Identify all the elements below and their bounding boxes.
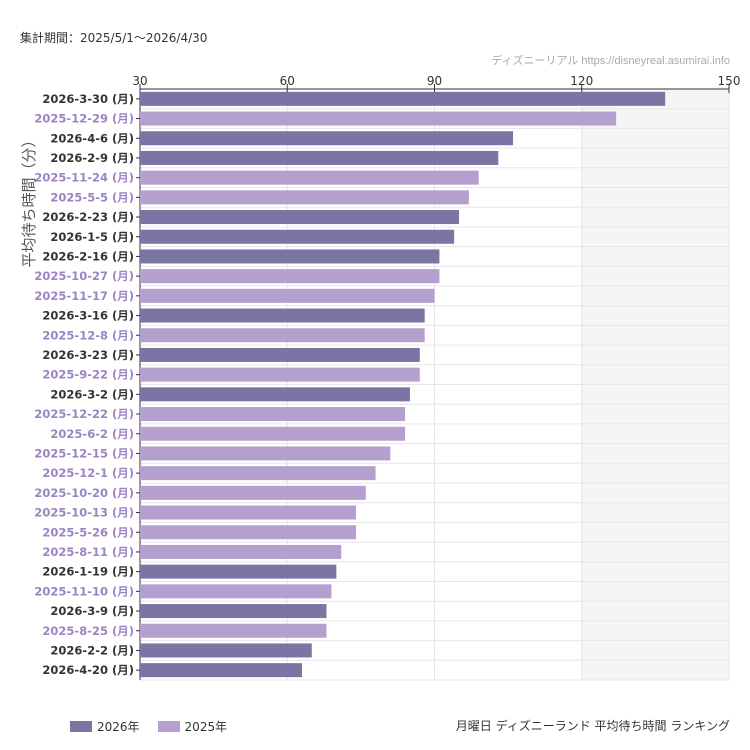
bar xyxy=(140,150,499,165)
bar xyxy=(140,269,440,284)
bar xyxy=(140,564,337,579)
y-tick-label: 2025-9-22 (月) xyxy=(42,368,134,382)
y-tick-label: 2026-2-16 (月) xyxy=(42,249,134,263)
bar xyxy=(140,623,327,638)
bar xyxy=(140,584,332,599)
bar xyxy=(140,446,391,461)
y-tick-label: 2025-10-27 (月) xyxy=(34,269,134,283)
y-tick-label: 2025-12-29 (月) xyxy=(34,112,134,126)
y-tick-label: 2026-3-2 (月) xyxy=(50,387,134,401)
bar xyxy=(140,91,666,106)
bar xyxy=(140,505,356,520)
bar xyxy=(140,407,406,422)
y-tick-label: 2025-11-10 (月) xyxy=(34,584,134,598)
bar xyxy=(140,111,617,126)
y-tick-label: 2025-6-2 (月) xyxy=(50,427,134,441)
y-tick-label: 2025-12-15 (月) xyxy=(34,446,134,460)
legend-swatch-2026 xyxy=(70,721,92,732)
y-tick-label: 2025-10-13 (月) xyxy=(34,506,134,520)
y-tick-label: 2026-3-30 (月) xyxy=(42,92,134,106)
legend-label-2026: 2026年 xyxy=(97,720,140,734)
legend: 2026年 2025年 xyxy=(70,718,227,735)
y-tick-label: 2026-4-6 (月) xyxy=(50,131,134,145)
bar xyxy=(140,426,406,441)
legend-item-2026[interactable]: 2026年 xyxy=(70,718,140,735)
y-tick-label: 2026-2-2 (月) xyxy=(50,643,134,657)
y-tick-label: 2025-5-5 (月) xyxy=(50,190,134,204)
bar xyxy=(140,249,440,264)
bar xyxy=(140,466,376,481)
y-tick-label: 2025-8-11 (月) xyxy=(42,545,134,559)
y-tick-label: 2025-12-8 (月) xyxy=(42,328,134,342)
y-tick-label: 2025-11-24 (月) xyxy=(34,171,134,185)
x-tick-label: 30 xyxy=(132,74,147,88)
y-tick-label: 2026-2-23 (月) xyxy=(42,210,134,224)
y-tick-label: 2025-10-20 (月) xyxy=(34,486,134,500)
bar xyxy=(140,387,410,402)
y-tick-label: 2026-4-20 (月) xyxy=(42,663,134,677)
x-tick-label: 90 xyxy=(427,74,442,88)
y-tick-label: 2025-12-22 (月) xyxy=(34,407,134,421)
bar xyxy=(140,308,425,323)
x-tick-label: 120 xyxy=(570,74,593,88)
y-tick-label: 2025-12-1 (月) xyxy=(42,466,134,480)
bar xyxy=(140,210,460,225)
x-tick-label: 150 xyxy=(718,74,741,88)
bar xyxy=(140,347,420,362)
legend-label-2025: 2025年 xyxy=(184,720,228,734)
y-tick-label: 2026-2-9 (月) xyxy=(50,151,134,165)
y-tick-label: 2026-1-19 (月) xyxy=(42,565,134,579)
legend-swatch-2025 xyxy=(157,721,180,732)
x-tick-label: 60 xyxy=(280,74,295,88)
y-tick-label: 2025-11-17 (月) xyxy=(34,289,134,303)
bar xyxy=(140,367,420,382)
bar xyxy=(140,643,312,658)
bar xyxy=(140,328,425,343)
chart-title: 月曜日 ディズニーランド 平均待ち時間 ランキング xyxy=(455,719,730,733)
bar xyxy=(140,229,455,244)
bar xyxy=(140,288,435,303)
y-tick-label: 2025-8-25 (月) xyxy=(42,624,134,638)
y-axis-label: 平均待ち時間（分） xyxy=(20,132,38,267)
y-tick-label: 2026-3-9 (月) xyxy=(50,604,134,618)
credit-text: ディズニーリアル https://disneyreal.asumirai.inf… xyxy=(491,55,730,67)
bar xyxy=(140,544,342,559)
bar xyxy=(140,170,479,185)
y-tick-label: 2026-3-16 (月) xyxy=(42,309,134,323)
bar xyxy=(140,525,356,540)
bar xyxy=(140,663,302,678)
bar xyxy=(140,604,327,619)
legend-item-2025[interactable]: 2025年 xyxy=(157,718,228,735)
bar xyxy=(140,131,514,146)
bar xyxy=(140,485,366,500)
y-tick-label: 2025-5-26 (月) xyxy=(42,525,134,539)
y-tick-label: 2026-3-23 (月) xyxy=(42,348,134,362)
y-tick-label: 2026-1-5 (月) xyxy=(50,230,134,244)
bar xyxy=(140,190,469,205)
period-label: 集計期間：2025/5/1～2026/4/30 xyxy=(20,31,208,45)
